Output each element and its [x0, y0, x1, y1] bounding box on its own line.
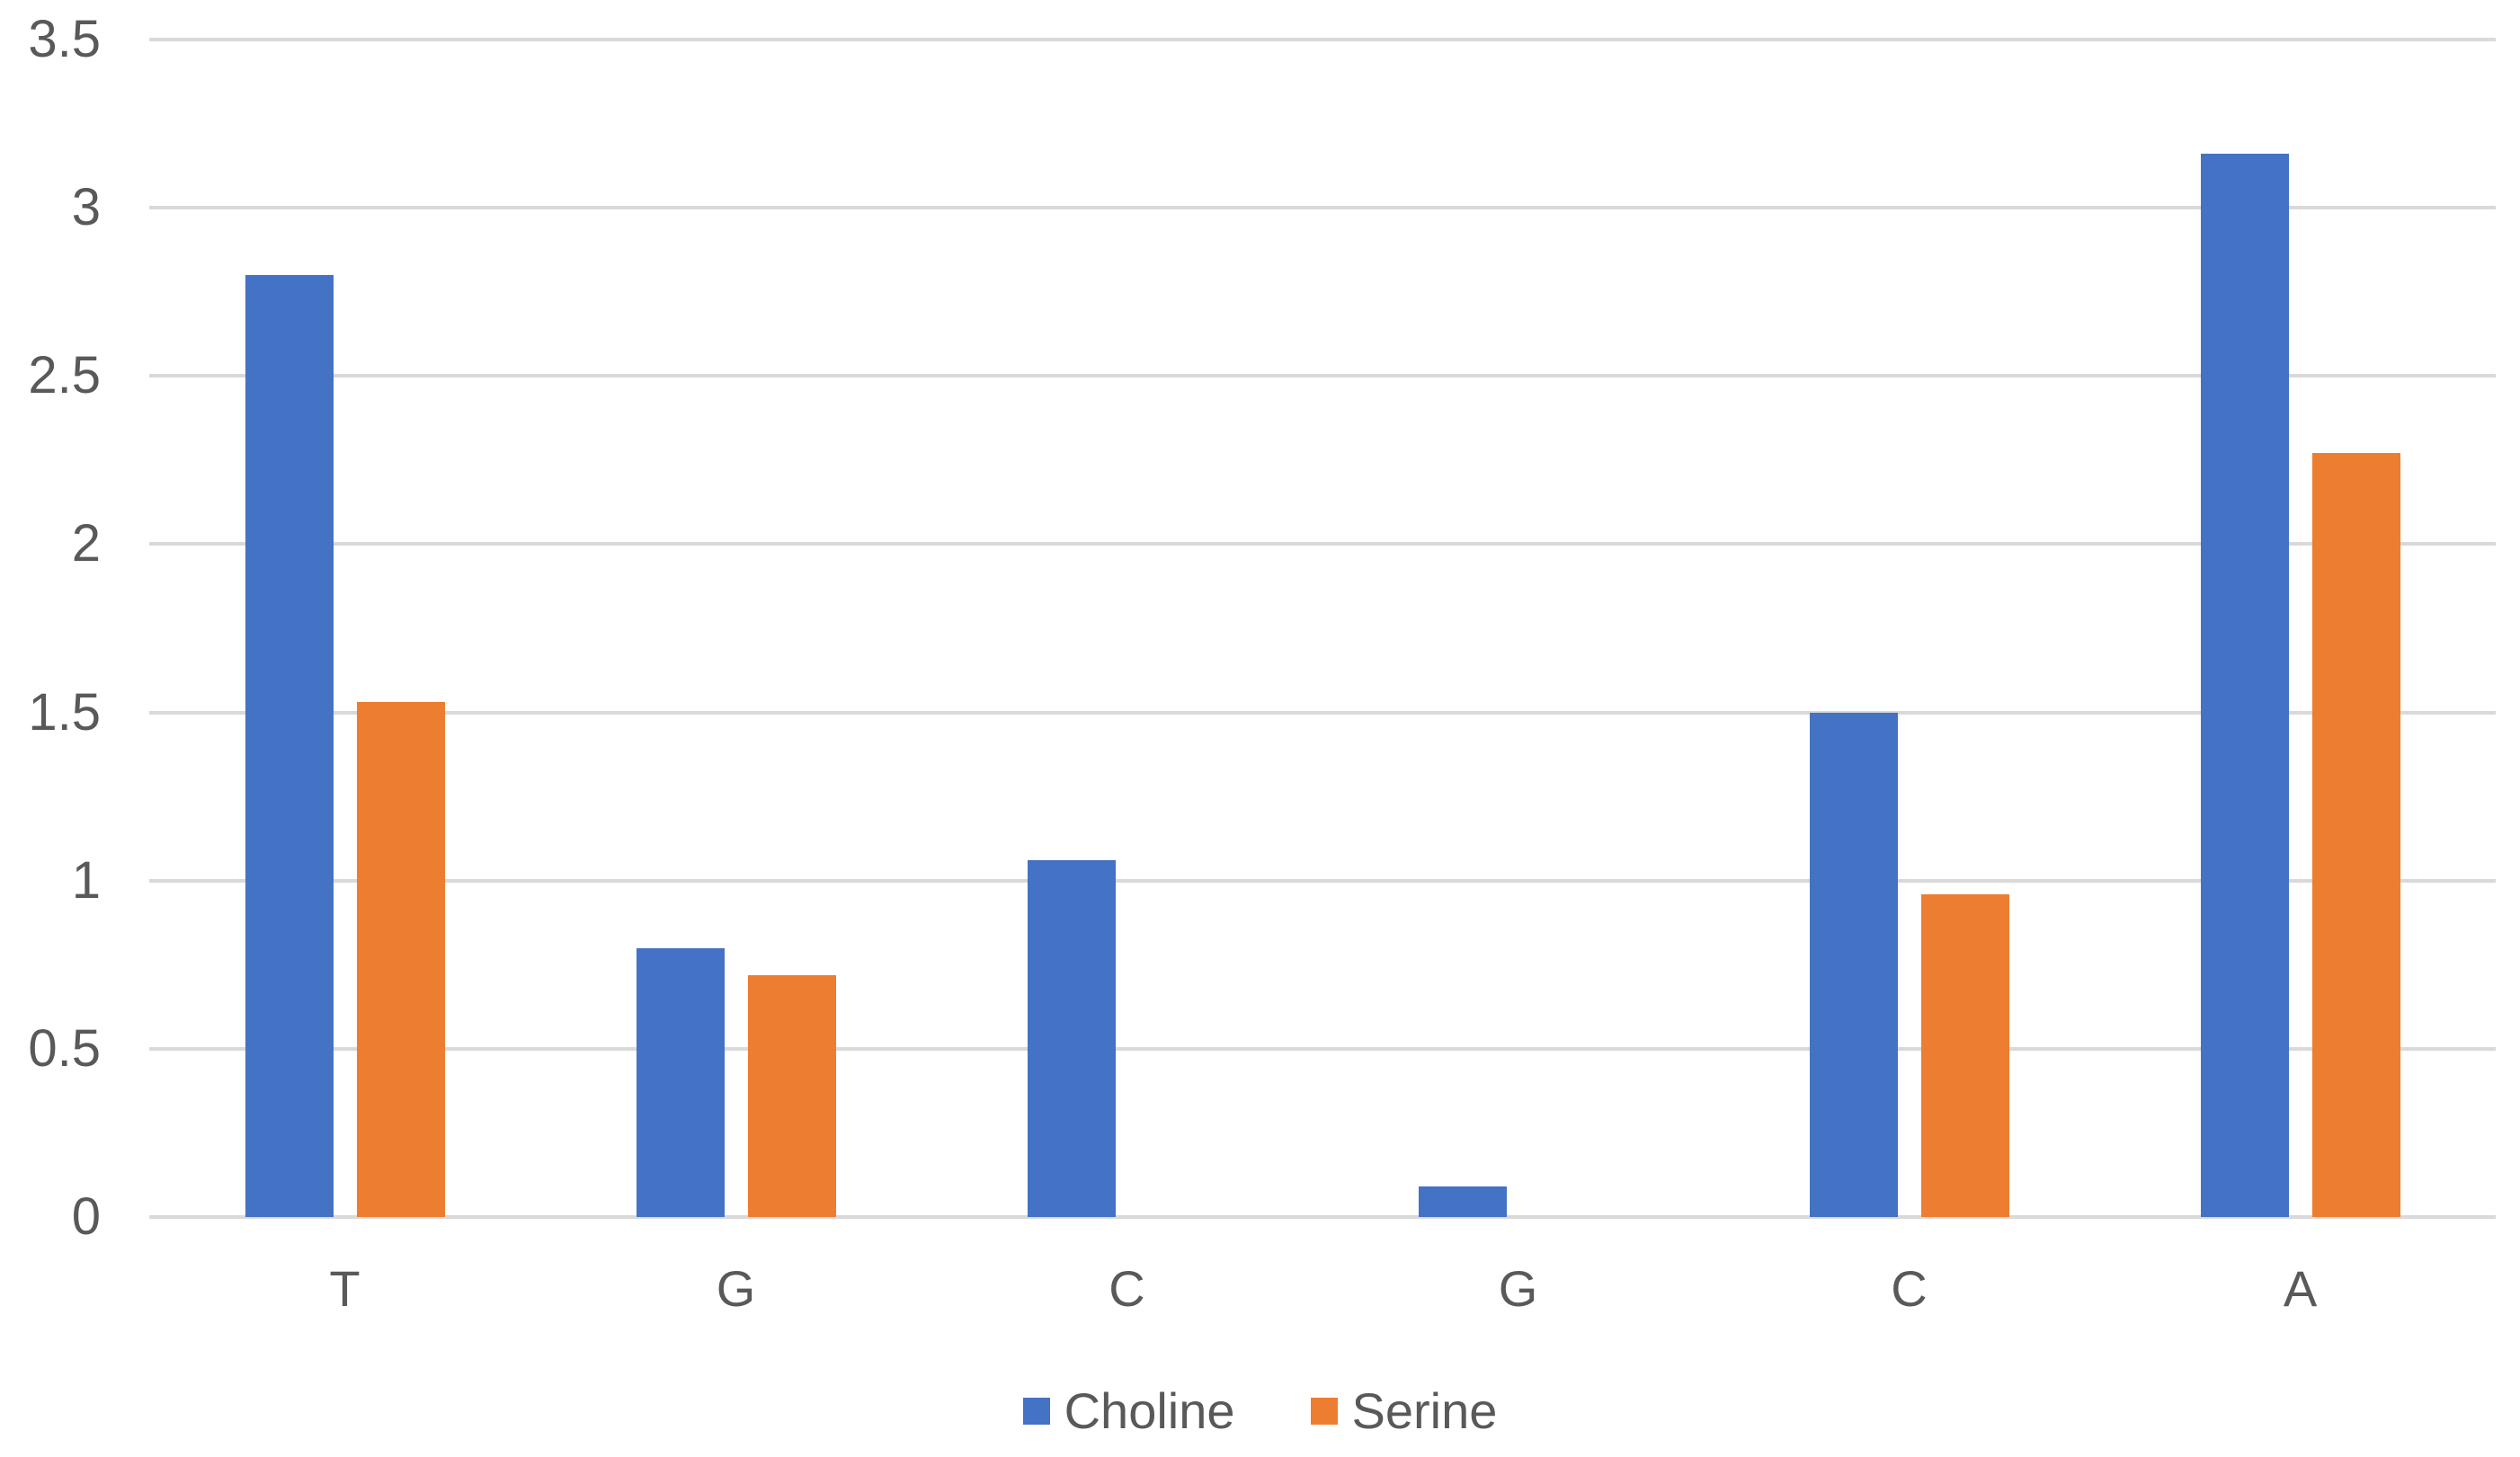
y-axis-tick-label: 1.5 — [28, 682, 101, 742]
y-axis-tick-label: 0.5 — [28, 1018, 101, 1078]
x-axis-category-label: T — [329, 1260, 361, 1317]
plot-area — [149, 0, 2496, 1219]
x-axis-category-label: C — [1891, 1260, 1928, 1317]
legend-item-choline: Choline — [1022, 1382, 1235, 1439]
bar-serine-C-4 — [1921, 894, 2009, 1217]
x-axis-category-label: G — [1498, 1260, 1538, 1317]
y-axis-tick-label: 1 — [71, 850, 101, 910]
gridline — [149, 1046, 2496, 1051]
gridline — [149, 38, 2496, 41]
bar-choline-G-1 — [637, 948, 725, 1217]
y-axis-tick-label: 2 — [71, 514, 101, 573]
gridline — [149, 206, 2496, 210]
gridline — [149, 374, 2496, 378]
y-axis-tick-label: 0 — [71, 1187, 101, 1246]
x-axis-category-label: A — [2283, 1260, 2318, 1317]
y-axis-tick-label: 2.5 — [28, 346, 101, 405]
x-axis-category-label: G — [716, 1260, 756, 1317]
bar-choline-A-5 — [2201, 154, 2289, 1217]
gridline — [149, 710, 2496, 715]
y-axis-tick-label: 3 — [71, 178, 101, 237]
legend-swatch-serine — [1310, 1398, 1338, 1425]
bar-choline-C-4 — [1810, 713, 1898, 1217]
legend-label-choline: Choline — [1064, 1382, 1235, 1439]
y-axis: 0 0.5 1 1.5 2 2.5 3 3.5 — [0, 0, 101, 1243]
bar-choline-T-0 — [245, 275, 334, 1217]
gridline — [149, 542, 2496, 546]
bar-choline-G-3 — [1419, 1186, 1507, 1217]
gridline — [149, 1215, 2496, 1219]
legend-swatch-choline — [1022, 1398, 1050, 1425]
x-axis-category-label: C — [1109, 1260, 1145, 1317]
gridline — [149, 878, 2496, 883]
bar-serine-G-1 — [748, 975, 836, 1217]
y-axis-tick-label: 3.5 — [28, 10, 101, 68]
bar-serine-T-0 — [357, 702, 445, 1217]
legend-label-serine: Serine — [1351, 1382, 1498, 1439]
legend: Choline Serine — [0, 1386, 2520, 1436]
bar-choline-C-2 — [1028, 860, 1116, 1217]
bar-serine-A-5 — [2312, 453, 2400, 1217]
legend-item-serine: Serine — [1310, 1382, 1498, 1439]
